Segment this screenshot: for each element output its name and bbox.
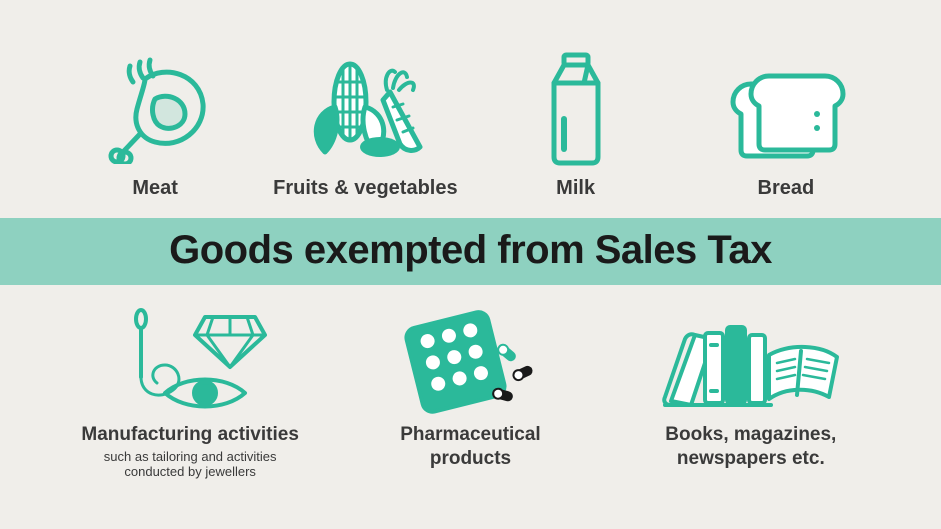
bread-icon [721,49,851,169]
item-bread: Bread [681,49,891,200]
item-manufacturing: Manufacturing activities such as tailori… [50,305,330,480]
label-pharma: Pharmaceutical products [380,423,560,471]
books-icon [651,305,851,415]
pharma-icon [385,305,555,415]
label-milk: Milk [556,177,595,200]
manufacturing-icon [105,305,275,415]
milk-icon [536,49,616,169]
item-books: Books, magazines, newspapers etc. [611,305,891,471]
banner-text: Goods exempted from Sales Tax [0,228,941,273]
item-milk: Milk [471,49,681,200]
title-banner: Goods exempted from Sales Tax [0,218,941,285]
item-vegetables: Fruits & vegetables [260,49,470,200]
label-books: Books, magazines, newspapers etc. [651,423,851,471]
meat-icon [95,49,215,169]
label-bread: Bread [758,177,815,200]
item-pharma: Pharmaceutical products [330,305,610,471]
label-manufacturing: Manufacturing activities [81,423,299,447]
vegetables-icon [295,49,435,169]
label-vegetables: Fruits & vegetables [273,177,458,200]
item-meat: Meat [50,49,260,200]
sublabel-manufacturing: such as tailoring and activities conduct… [85,449,295,480]
bottom-row: Manufacturing activities such as tailori… [0,285,941,480]
top-row: Meat [0,0,941,200]
label-meat: Meat [132,177,178,200]
